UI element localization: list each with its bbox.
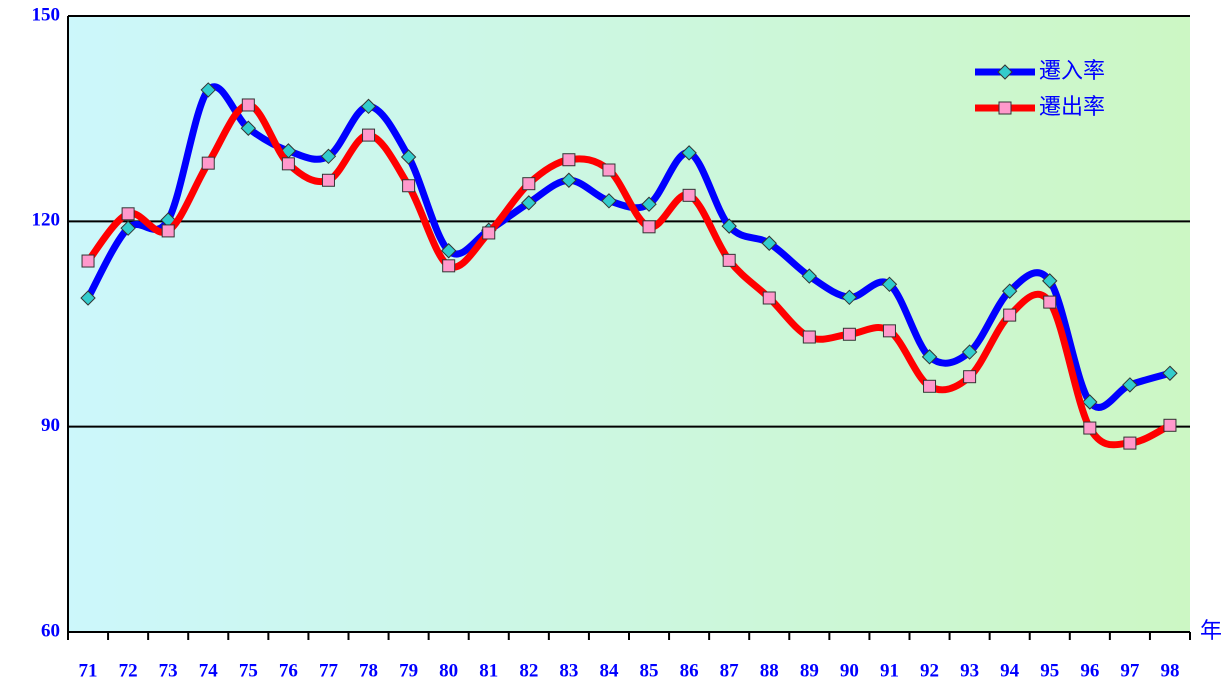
x-tick-label: 94 <box>1000 660 1020 681</box>
marker <box>921 349 938 365</box>
x-tick-label: 86 <box>680 660 699 681</box>
legend-label: 遷入率 <box>1039 59 1105 84</box>
marker <box>400 149 417 165</box>
marker <box>200 82 216 98</box>
x-tick-label: 87 <box>720 660 740 681</box>
x-tick-label: 76 <box>279 660 298 681</box>
x-tick-label: 73 <box>159 660 178 681</box>
x-axis-label: 年 <box>1200 619 1222 644</box>
x-tick-label: 81 <box>479 660 498 681</box>
y-tick-label: 120 <box>32 210 61 231</box>
marker <box>721 218 737 234</box>
marker <box>882 324 896 338</box>
marker <box>362 128 376 142</box>
marker <box>320 148 337 165</box>
marker <box>998 101 1012 115</box>
marker <box>801 268 818 284</box>
y-tick-label: 90 <box>41 415 60 436</box>
x-tick-label: 85 <box>640 660 659 681</box>
marker <box>722 253 736 267</box>
x-tick-label: 98 <box>1160 660 1179 681</box>
marker <box>81 254 95 268</box>
marker <box>881 276 898 293</box>
marker <box>641 196 657 212</box>
series-line <box>85 101 1172 449</box>
x-tick-label: 95 <box>1040 660 1059 681</box>
marker <box>602 163 616 177</box>
x-tick-label: 75 <box>239 660 258 681</box>
x-tick-label: 74 <box>199 660 219 681</box>
marker <box>442 259 456 273</box>
marker <box>1162 365 1178 381</box>
x-tick-label: 93 <box>960 660 979 681</box>
marker <box>521 195 537 211</box>
marker <box>321 173 335 187</box>
x-tick-label: 78 <box>359 660 378 681</box>
marker <box>120 220 136 236</box>
marker <box>961 344 978 360</box>
x-tick-label: 71 <box>79 660 98 681</box>
marker <box>1083 421 1097 435</box>
x-tick-label: 83 <box>559 660 578 681</box>
marker <box>562 153 576 167</box>
x-tick-label: 82 <box>519 660 538 681</box>
x-tick-label: 96 <box>1080 660 1099 681</box>
marker <box>360 98 377 115</box>
legend-label: 遷出率 <box>1039 95 1105 120</box>
marker <box>1001 283 1018 299</box>
marker <box>761 235 777 251</box>
x-tick-label: 88 <box>760 660 779 681</box>
marker <box>681 145 697 161</box>
x-tick-label: 90 <box>840 660 859 681</box>
marker <box>440 243 457 259</box>
marker <box>842 327 856 341</box>
marker <box>601 193 617 209</box>
marker <box>682 188 696 202</box>
marker <box>161 224 175 238</box>
x-tick-label: 72 <box>119 660 138 681</box>
marker <box>281 157 295 171</box>
x-tick-label: 80 <box>439 660 458 681</box>
marker <box>762 291 776 305</box>
x-tick-label: 89 <box>800 660 819 681</box>
marker <box>482 226 496 240</box>
marker <box>1082 394 1098 410</box>
marker <box>201 156 215 170</box>
marker <box>241 98 255 112</box>
x-tick-label: 77 <box>319 660 339 681</box>
marker <box>997 64 1013 80</box>
marker <box>402 179 416 193</box>
marker <box>80 290 96 306</box>
marker <box>1043 295 1057 309</box>
marker <box>561 172 577 188</box>
x-tick-label: 91 <box>880 660 899 681</box>
y-tick-label: 60 <box>41 620 60 641</box>
marker <box>1003 308 1017 322</box>
marker <box>841 289 858 306</box>
x-tick-label: 84 <box>599 660 619 681</box>
x-tick-label: 79 <box>399 660 418 681</box>
marker <box>923 379 937 393</box>
marker <box>240 120 257 136</box>
marker <box>1163 418 1177 432</box>
marker <box>802 330 816 344</box>
marker <box>1123 436 1137 450</box>
marker <box>1122 377 1138 393</box>
marker <box>1042 273 1058 289</box>
x-tick-label: 97 <box>1120 660 1140 681</box>
y-tick-label: 150 <box>32 4 61 25</box>
x-tick-label: 92 <box>920 660 939 681</box>
marker <box>642 220 656 234</box>
marker <box>963 370 977 384</box>
marker <box>121 207 135 221</box>
marker <box>522 177 536 191</box>
